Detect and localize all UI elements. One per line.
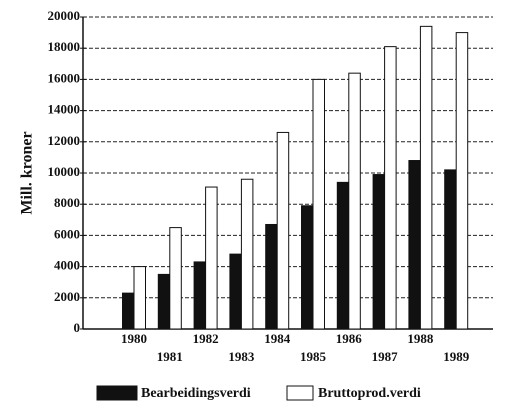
y-tick-label: 14000 xyxy=(48,102,81,117)
y-tick-label: 2000 xyxy=(54,289,80,304)
bar xyxy=(372,174,386,330)
bar xyxy=(229,253,242,330)
bar xyxy=(384,46,397,330)
x-tick-label: 1988 xyxy=(407,331,434,346)
y-tick-label: 12000 xyxy=(48,133,81,148)
bar xyxy=(205,186,218,330)
bar xyxy=(157,273,171,330)
x-tick-label: 1985 xyxy=(300,349,327,364)
legend-label: Bearbeidingsverdi xyxy=(141,386,251,401)
x-tick-label: 1981 xyxy=(157,349,183,364)
x-tick-label: 1980 xyxy=(121,331,147,346)
bar xyxy=(276,131,290,330)
bar xyxy=(444,169,457,330)
bar xyxy=(133,266,146,330)
bar xyxy=(240,178,254,330)
bar xyxy=(348,72,361,330)
x-tick-label: 1986 xyxy=(336,331,363,346)
x-tick-label: 1989 xyxy=(443,349,470,364)
legend-label: Bruttoprod.verdi xyxy=(318,386,421,401)
y-tick-label: 6000 xyxy=(54,226,80,241)
bar xyxy=(312,78,325,330)
y-tick-label: 16000 xyxy=(48,70,81,85)
bar xyxy=(122,292,135,330)
y-axis-label: Mill. kroner xyxy=(19,131,36,214)
bar xyxy=(265,223,278,330)
y-tick-label: 0 xyxy=(74,320,81,335)
x-tick-label: 1982 xyxy=(193,331,219,346)
bar xyxy=(455,32,469,330)
legend-swatch xyxy=(286,385,314,401)
y-tick-label: 4000 xyxy=(54,258,80,273)
bar xyxy=(336,181,350,330)
bar xyxy=(408,160,421,330)
y-tick-label: 18000 xyxy=(48,39,81,54)
y-tick-label: 20000 xyxy=(48,8,81,23)
bar xyxy=(169,227,182,330)
bar xyxy=(193,261,207,330)
bar xyxy=(301,205,314,330)
x-tick-label: 1983 xyxy=(228,349,255,364)
legend-swatch xyxy=(96,385,138,401)
y-tick-label: 8000 xyxy=(54,195,80,210)
y-tick-label: 10000 xyxy=(48,164,81,179)
x-tick-label: 1987 xyxy=(372,349,399,364)
bar xyxy=(419,25,433,330)
x-tick-label: 1984 xyxy=(264,331,291,346)
